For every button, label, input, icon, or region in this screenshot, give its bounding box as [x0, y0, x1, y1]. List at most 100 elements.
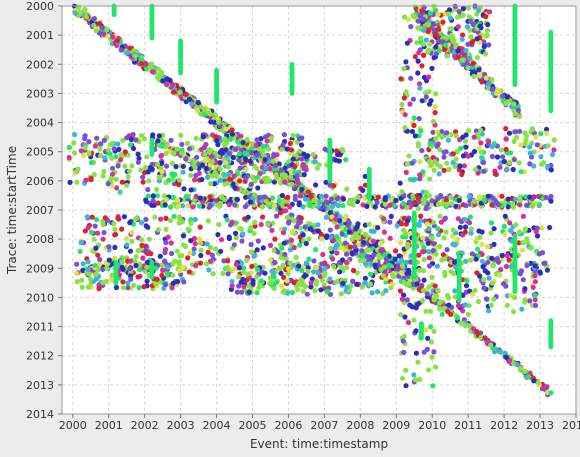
data-point: [538, 131, 544, 137]
data-point: [186, 146, 193, 152]
data-point: [313, 247, 319, 253]
data-point: [478, 334, 484, 341]
data-point: [430, 118, 437, 124]
data-point: [236, 265, 243, 271]
data-point: [154, 276, 160, 282]
data-point: [481, 159, 487, 166]
data-point: [432, 283, 438, 289]
data-point: [538, 154, 544, 160]
data-point: [178, 70, 184, 76]
data-point: [431, 241, 437, 247]
data-point: [448, 311, 454, 317]
data-point: [312, 288, 318, 294]
data-point: [128, 136, 134, 143]
y-tick-label: 2005: [26, 146, 54, 159]
data-point: [217, 160, 223, 166]
data-point: [206, 267, 212, 273]
data-point: [226, 235, 232, 242]
data-point: [170, 272, 176, 278]
data-point: [455, 48, 461, 54]
data-point: [280, 198, 286, 204]
data-point: [523, 194, 529, 200]
data-point: [450, 227, 456, 233]
data-point: [146, 236, 152, 242]
data-point: [512, 111, 518, 117]
data-point: [485, 193, 491, 199]
data-point: [246, 283, 252, 289]
data-point: [88, 229, 94, 235]
data-point: [346, 220, 352, 226]
data-point: [193, 135, 199, 141]
data-point: [435, 201, 442, 207]
data-point: [279, 172, 285, 178]
data-point: [207, 245, 214, 251]
data-point: [444, 53, 450, 59]
data-point: [477, 23, 483, 29]
data-point: [288, 174, 294, 180]
data-point: [211, 181, 217, 187]
data-point: [296, 282, 303, 288]
data-point: [149, 69, 156, 75]
data-point: [254, 152, 260, 158]
data-point: [193, 262, 199, 269]
data-point: [199, 146, 205, 152]
data-point: [420, 287, 427, 294]
data-point: [287, 247, 293, 253]
data-point: [522, 297, 528, 303]
data-point: [474, 54, 480, 61]
data-point: [439, 201, 445, 207]
data-point: [449, 200, 455, 207]
data-point: [181, 186, 187, 192]
data-point: [144, 154, 150, 160]
data-point: [424, 221, 430, 227]
data-point: [417, 158, 423, 165]
data-point: [412, 133, 418, 139]
data-point: [80, 267, 86, 273]
data-point: [454, 315, 460, 321]
data-point: [101, 137, 107, 143]
data-point: [375, 194, 381, 200]
data-point: [313, 278, 320, 284]
data-point: [86, 271, 92, 277]
data-point: [510, 166, 516, 173]
data-point: [460, 32, 466, 38]
data-point: [398, 221, 405, 227]
data-point: [277, 210, 284, 216]
data-point: [167, 218, 174, 224]
data-point: [339, 245, 345, 251]
data-point: [78, 240, 84, 246]
data-point: [404, 244, 411, 250]
data-point: [170, 89, 177, 95]
data-point: [225, 171, 231, 177]
data-point: [490, 262, 497, 268]
data-point: [510, 201, 516, 207]
data-point: [80, 152, 86, 159]
data-point: [236, 274, 242, 280]
data-point: [426, 263, 433, 269]
data-point: [197, 224, 203, 230]
data-point: [419, 63, 425, 69]
data-point: [507, 150, 514, 156]
data-point: [93, 271, 99, 277]
data-point: [188, 166, 194, 172]
data-point: [300, 163, 306, 169]
data-point: [403, 59, 409, 65]
data-point: [79, 277, 85, 283]
data-point: [237, 165, 243, 171]
data-point: [418, 35, 424, 41]
x-axis-title: Event: time:timestamp: [250, 437, 388, 451]
data-point: [331, 263, 337, 270]
data-point: [132, 53, 138, 59]
data-point: [397, 180, 403, 186]
data-point: [334, 234, 340, 240]
data-point: [339, 231, 345, 237]
data-point: [155, 227, 162, 233]
data-point: [254, 274, 260, 280]
data-point: [71, 140, 77, 146]
data-point: [402, 314, 408, 320]
data-point: [77, 248, 83, 254]
data-point: [323, 199, 329, 205]
data-point: [177, 253, 183, 259]
data-point: [427, 308, 434, 314]
data-point: [109, 183, 116, 189]
